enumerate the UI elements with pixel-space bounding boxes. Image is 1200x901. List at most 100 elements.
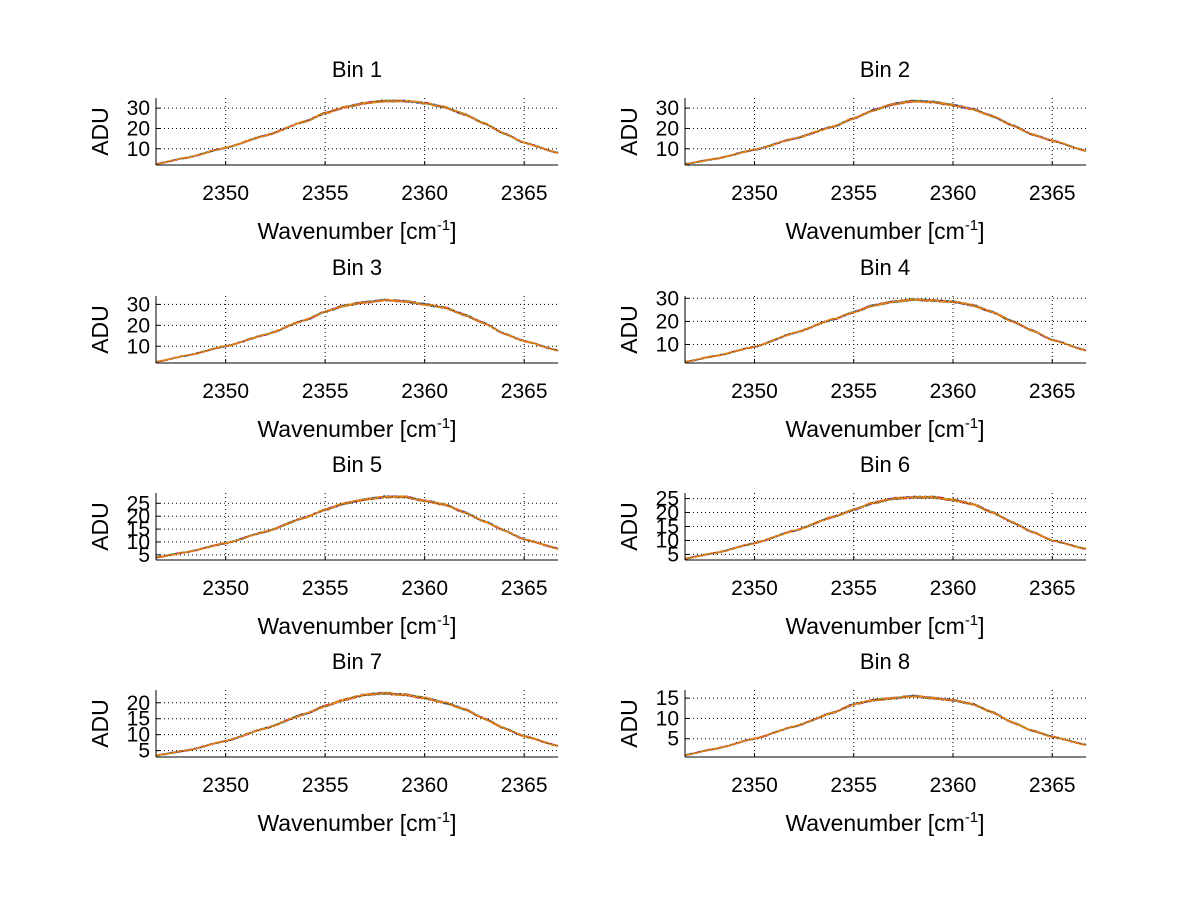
x-tick-label: 2355 xyxy=(830,774,877,797)
series-line xyxy=(155,495,559,559)
y-axis-label: ADU xyxy=(87,305,113,354)
x-axis-label: Wavenumber [cm-1] xyxy=(785,809,984,836)
x-tick-label: 2355 xyxy=(302,380,349,403)
x-tick-label: 2365 xyxy=(501,577,548,600)
x-tick-label: 2350 xyxy=(202,380,249,403)
x-tick-label: 2365 xyxy=(1029,380,1076,403)
y-tick-label: 20 xyxy=(127,692,150,715)
subplot-bin-4: Bin 4 Wavenumber [cm-1] ADU 2350 2355 2360… xyxy=(616,255,1087,442)
subplot-bin-8: Bin 8 Wavenumber [cm-1] ADU 2350 2355 2360… xyxy=(616,649,1087,836)
x-tick-label: 2360 xyxy=(930,182,977,205)
x-tick-label: 2350 xyxy=(731,577,778,600)
x-tick-label: 2360 xyxy=(401,380,448,403)
x-tick-label: 2365 xyxy=(1029,774,1076,797)
series-line xyxy=(684,495,1087,560)
x-axis-label: Wavenumber [cm-1] xyxy=(785,612,984,639)
subplot-bin-1: Bin 1 Wavenumber [cm-1] ADU 2350 2355 2360… xyxy=(87,57,559,244)
y-axis-label: ADU xyxy=(87,699,113,748)
x-axis-label: Wavenumber [cm-1] xyxy=(257,612,456,639)
x-tick-label: 2355 xyxy=(302,577,349,600)
x-tick-label: 2360 xyxy=(401,182,448,205)
x-axis-label: Wavenumber [cm-1] xyxy=(257,809,456,836)
subplot-bin-2: Bin 2 Wavenumber [cm-1] ADU 2350 2355 2360… xyxy=(616,57,1087,244)
subplot-bin-6: Bin 6 Wavenumber [cm-1] ADU 2350 2355 2360… xyxy=(616,452,1087,639)
y-tick-label: 5 xyxy=(667,543,679,566)
x-tick-label: 2360 xyxy=(401,774,448,797)
x-tick-label: 2355 xyxy=(830,380,877,403)
y-tick-label: 20 xyxy=(656,310,679,333)
x-tick-label: 2355 xyxy=(830,577,877,600)
y-tick-label: 10 xyxy=(656,529,679,552)
y-tick-label: 10 xyxy=(656,138,679,161)
y-tick-label: 15 xyxy=(127,518,150,541)
y-tick-label: 10 xyxy=(127,138,150,161)
y-tick-label: 15 xyxy=(656,516,679,539)
series-line xyxy=(155,691,559,757)
subplot-bin-7: Bin 7 Wavenumber [cm-1] ADU 2350 2355 2360… xyxy=(87,649,559,836)
series-line xyxy=(684,695,1087,756)
x-tick-label: 2365 xyxy=(1029,182,1076,205)
y-tick-label: 30 xyxy=(127,293,150,316)
y-tick-label: 15 xyxy=(127,708,150,731)
x-tick-label: 2355 xyxy=(830,182,877,205)
x-axis-label: Wavenumber [cm-1] xyxy=(257,415,456,442)
x-tick-label: 2365 xyxy=(501,380,548,403)
y-tick-label: 10 xyxy=(127,531,150,554)
x-tick-label: 2360 xyxy=(401,577,448,600)
plot-title: Bin 3 xyxy=(332,255,382,280)
y-tick-label: 5 xyxy=(667,728,679,751)
series-line xyxy=(684,495,1087,560)
plot-title: Bin 1 xyxy=(332,57,382,82)
y-axis-label: ADU xyxy=(616,699,642,748)
y-tick-label: 30 xyxy=(127,97,150,120)
series-line xyxy=(155,298,559,363)
y-tick-label: 30 xyxy=(656,287,679,310)
y-tick-label: 10 xyxy=(656,334,679,357)
y-tick-label: 5 xyxy=(138,544,150,567)
series-line xyxy=(155,99,559,165)
x-axis-label: Wavenumber [cm-1] xyxy=(785,217,984,244)
y-axis-label: ADU xyxy=(616,502,642,551)
series-line xyxy=(155,692,559,757)
plot-title: Bin 4 xyxy=(860,255,910,280)
x-axis-label: Wavenumber [cm-1] xyxy=(257,217,456,244)
x-axis-label: Wavenumber [cm-1] xyxy=(785,415,984,442)
y-tick-label: 20 xyxy=(127,505,150,528)
x-tick-label: 2365 xyxy=(1029,577,1076,600)
x-tick-label: 2350 xyxy=(731,182,778,205)
x-tick-label: 2365 xyxy=(501,774,548,797)
plot-title: Bin 2 xyxy=(860,57,910,82)
subplot-bin-3: Bin 3 Wavenumber [cm-1] ADU 2350 2355 2360… xyxy=(87,255,559,442)
x-tick-label: 2350 xyxy=(731,380,778,403)
y-tick-label: 5 xyxy=(138,740,150,763)
y-tick-label: 20 xyxy=(656,117,679,140)
y-tick-label: 10 xyxy=(127,724,150,747)
y-tick-label: 20 xyxy=(656,502,679,525)
y-tick-label: 10 xyxy=(127,335,150,358)
series-line xyxy=(684,297,1087,363)
y-tick-label: 25 xyxy=(656,488,679,511)
subplot-bin-5: Bin 5 Wavenumber [cm-1] ADU 2350 2355 2360… xyxy=(87,452,559,639)
y-tick-label: 20 xyxy=(127,117,150,140)
x-tick-label: 2350 xyxy=(202,577,249,600)
y-tick-label: 30 xyxy=(656,97,679,120)
x-tick-label: 2360 xyxy=(930,380,977,403)
plot-title: Bin 7 xyxy=(332,649,382,674)
plot-title: Bin 6 xyxy=(860,452,910,477)
plot-title: Bin 8 xyxy=(860,649,910,674)
series-line xyxy=(684,100,1087,165)
x-tick-label: 2360 xyxy=(930,577,977,600)
x-tick-label: 2355 xyxy=(302,774,349,797)
y-axis-label: ADU xyxy=(87,107,113,156)
y-tick-label: 15 xyxy=(656,687,679,710)
x-tick-label: 2350 xyxy=(202,182,249,205)
y-tick-label: 25 xyxy=(127,492,150,515)
x-tick-label: 2350 xyxy=(202,774,249,797)
y-tick-label: 20 xyxy=(127,314,150,337)
y-axis-label: ADU xyxy=(87,502,113,551)
x-tick-label: 2360 xyxy=(930,774,977,797)
x-tick-label: 2355 xyxy=(302,182,349,205)
y-axis-label: ADU xyxy=(616,107,642,156)
y-tick-label: 10 xyxy=(656,707,679,730)
